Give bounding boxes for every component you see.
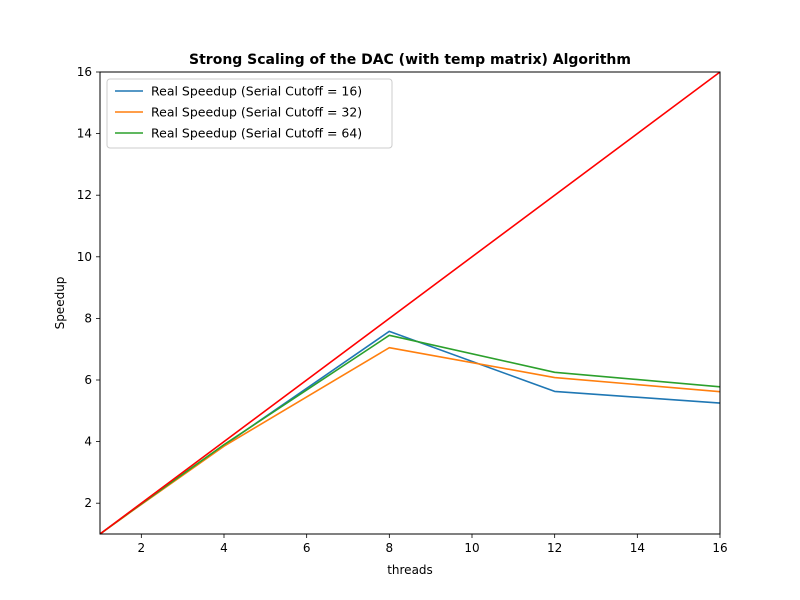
legend: Real Speedup (Serial Cutoff = 16) Real Sp… (106, 78, 393, 149)
plot-frame (99, 71, 721, 535)
x-axis-label: threads (387, 563, 433, 577)
x-tick-label: 6 (303, 541, 311, 555)
legend-label: Real Speedup (Serial Cutoff = 64) (151, 126, 362, 141)
x-tick-label: 12 (547, 541, 562, 555)
legend-box (106, 78, 393, 149)
y-tick-label: 10 (77, 250, 92, 264)
y-tick-label: 16 (77, 65, 92, 79)
y-tick-label: 6 (84, 373, 92, 387)
series-layer (99, 71, 721, 535)
y-tick-label: 8 (84, 311, 92, 325)
x-tick-label: 10 (464, 541, 479, 555)
y-tick-label: 12 (77, 188, 92, 202)
chart-title: Strong Scaling of the DAC (with temp mat… (189, 52, 631, 68)
x-tick-label: 16 (712, 541, 727, 555)
y-tick-label: 2 (84, 496, 92, 510)
series-line-4 (99, 71, 721, 535)
legend-label: Real Speedup (Serial Cutoff = 32) (151, 105, 362, 120)
y-tick-label: 4 (84, 435, 92, 449)
x-tick-label: 8 (386, 541, 394, 555)
x-tick-label: 14 (630, 541, 645, 555)
x-tick-label: 2 (138, 541, 146, 555)
tick-layer: 2 4 6 8 10 12 14 16 2 4 6 8 10 12 14 16 (77, 65, 728, 555)
x-tick-label: 4 (220, 541, 228, 555)
y-tick-label: 14 (77, 127, 92, 141)
legend-label: Real Speedup (Serial Cutoff = 16) (151, 84, 362, 99)
y-axis-label: Speedup (53, 277, 67, 330)
